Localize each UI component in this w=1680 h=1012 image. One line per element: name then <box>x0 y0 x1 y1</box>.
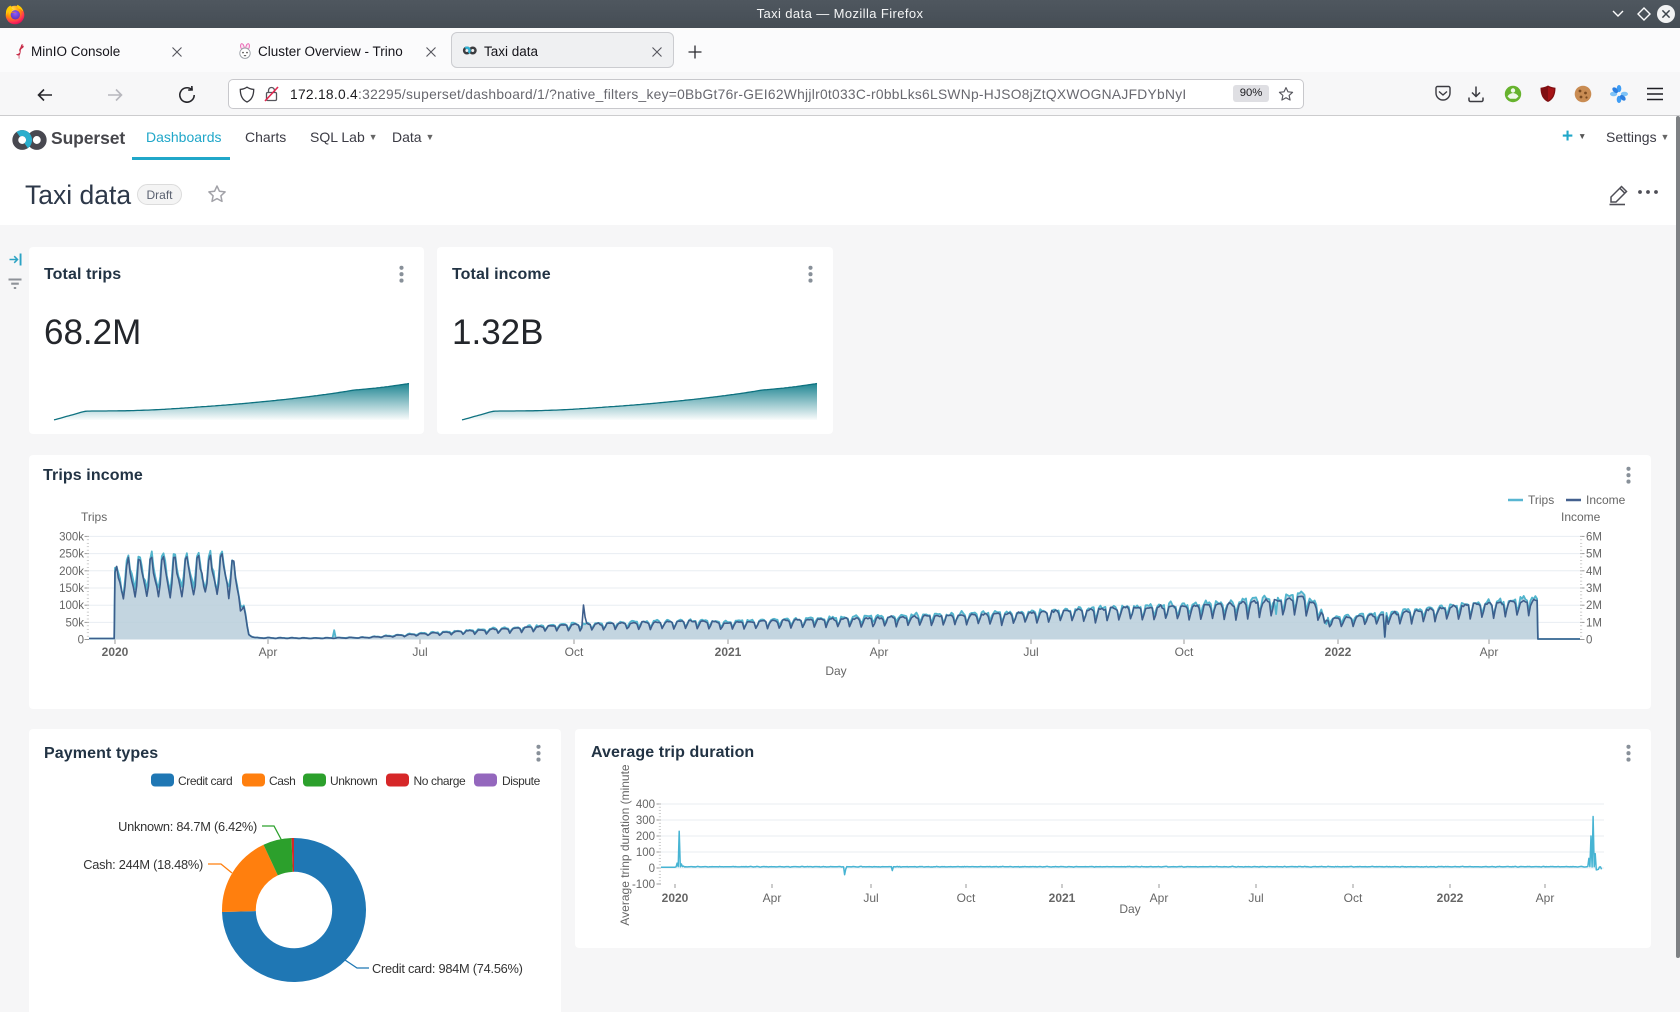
svg-text:250k: 250k <box>59 549 84 561</box>
svg-text:Apr: Apr <box>870 645 889 659</box>
svg-text:2021: 2021 <box>1049 891 1076 905</box>
svg-text:0: 0 <box>78 635 84 647</box>
svg-text:50k: 50k <box>65 617 84 629</box>
svg-text:Jul: Jul <box>863 891 878 905</box>
svg-text:Credit card: 984M (74.56%): Credit card: 984M (74.56%) <box>372 961 523 976</box>
svg-text:-100: -100 <box>632 879 655 891</box>
svg-text:Jul: Jul <box>1023 645 1038 659</box>
svg-text:Cash: 244M (18.48%): Cash: 244M (18.48%) <box>83 857 203 872</box>
svg-text:Apr: Apr <box>1480 645 1499 659</box>
svg-text:Income: Income <box>1561 510 1601 524</box>
svg-text:Oct: Oct <box>957 891 976 905</box>
svg-text:2022: 2022 <box>1325 645 1352 659</box>
svg-text:2020: 2020 <box>662 891 689 905</box>
svg-text:Day: Day <box>825 664 846 678</box>
svg-text:Average trinp duration (minute: Average trinp duration (minute <box>618 764 632 926</box>
svg-text:150k: 150k <box>59 583 84 595</box>
svg-text:Income: Income <box>1586 493 1626 507</box>
svg-text:6M: 6M <box>1586 531 1602 543</box>
svg-text:Jul: Jul <box>412 645 427 659</box>
svg-text:Dispute: Dispute <box>502 774 541 788</box>
svg-text:300: 300 <box>636 815 655 827</box>
svg-text:400: 400 <box>636 799 655 811</box>
svg-text:Unknown: Unknown <box>330 774 377 788</box>
svg-text:Day: Day <box>1119 902 1140 916</box>
svg-text:Apr: Apr <box>259 645 278 659</box>
svg-text:2021: 2021 <box>715 645 742 659</box>
svg-text:Apr: Apr <box>763 891 782 905</box>
svg-text:Credit card: Credit card <box>178 774 232 788</box>
svg-text:Cash: Cash <box>269 774 295 788</box>
svg-text:Trips: Trips <box>1528 493 1554 507</box>
svg-text:300k: 300k <box>59 531 84 543</box>
svg-text:2022: 2022 <box>1437 891 1464 905</box>
svg-text:0: 0 <box>1586 635 1592 647</box>
svg-text:Oct: Oct <box>1344 891 1363 905</box>
svg-text:2020: 2020 <box>102 645 129 659</box>
svg-text:4M: 4M <box>1586 566 1602 578</box>
svg-text:3M: 3M <box>1586 583 1602 595</box>
svg-text:Trips: Trips <box>81 510 107 524</box>
svg-text:Jul: Jul <box>1248 891 1263 905</box>
svg-text:Oct: Oct <box>1175 645 1194 659</box>
svg-text:2M: 2M <box>1586 600 1602 612</box>
svg-text:Unknown: 84.7M (6.42%): Unknown: 84.7M (6.42%) <box>118 819 257 834</box>
svg-text:0: 0 <box>649 863 655 875</box>
svg-text:1M: 1M <box>1586 617 1602 629</box>
svg-text:200k: 200k <box>59 566 84 578</box>
svg-text:5M: 5M <box>1586 549 1602 561</box>
svg-text:100k: 100k <box>59 600 84 612</box>
svg-text:Apr: Apr <box>1536 891 1555 905</box>
svg-text:Apr: Apr <box>1150 891 1169 905</box>
svg-text:200: 200 <box>636 831 655 843</box>
svg-text:No charge: No charge <box>414 774 466 788</box>
svg-text:Oct: Oct <box>565 645 584 659</box>
svg-text:100: 100 <box>636 847 655 859</box>
